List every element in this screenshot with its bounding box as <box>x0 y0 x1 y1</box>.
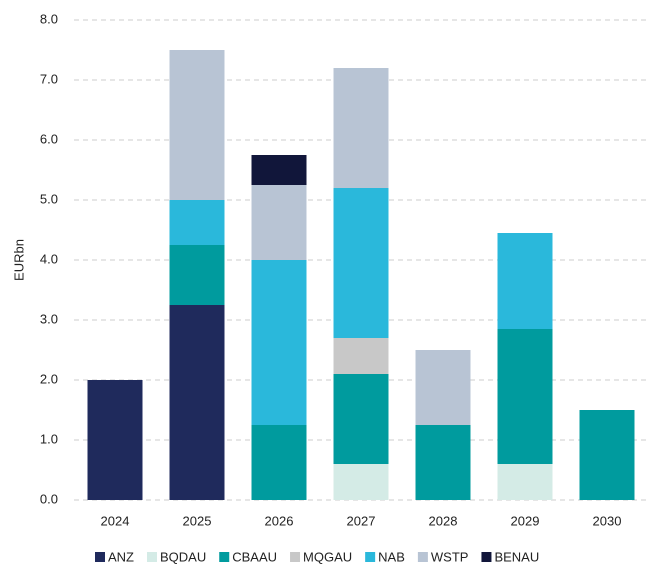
legend-swatch <box>219 552 230 562</box>
legend-swatch <box>365 552 376 562</box>
y-tick-label: 6.0 <box>40 131 58 146</box>
legend-label: BQDAU <box>160 549 206 564</box>
legend-swatch <box>417 552 428 562</box>
legend-label: CBAAU <box>232 549 277 564</box>
bar-segment <box>169 200 225 245</box>
bar-segment <box>87 380 143 500</box>
legend-swatch <box>481 552 492 562</box>
bar-segment <box>251 185 307 260</box>
y-tick-label: 2.0 <box>40 371 58 386</box>
bar-segment <box>169 245 225 305</box>
x-tick-label: 2028 <box>429 513 458 528</box>
legend-swatch <box>95 552 105 562</box>
y-tick-label: 8.0 <box>40 11 58 26</box>
bar-segment <box>497 233 553 329</box>
bar-segment <box>497 329 553 464</box>
bar-segment <box>333 464 389 500</box>
y-tick-label: 0.0 <box>40 491 58 506</box>
y-tick-label: 3.0 <box>40 311 58 326</box>
y-tick-label: 1.0 <box>40 431 58 446</box>
legend-swatch <box>290 552 301 562</box>
x-tick-label: 2024 <box>101 513 130 528</box>
legend-swatch <box>147 552 157 562</box>
bar-segment <box>497 464 553 500</box>
bar-segment <box>415 425 471 500</box>
x-tick-label: 2025 <box>183 513 212 528</box>
legend-label: BENAU <box>494 549 539 564</box>
bar-segment <box>333 188 389 338</box>
legend-label: ANZ <box>108 549 134 564</box>
legend-label: NAB <box>378 549 405 564</box>
bar-segment <box>251 425 307 500</box>
bar-segment <box>251 260 307 425</box>
x-tick-label: 2027 <box>347 513 376 528</box>
y-tick-label: 5.0 <box>40 191 58 206</box>
bar-segment <box>251 155 307 185</box>
bar-segment <box>333 338 389 374</box>
bar-segment <box>169 50 225 200</box>
x-tick-label: 2026 <box>265 513 294 528</box>
bar-segment <box>169 305 225 500</box>
bar-segment <box>333 68 389 188</box>
x-tick-label: 2030 <box>593 513 622 528</box>
y-tick-label: 7.0 <box>40 71 58 86</box>
x-tick-label: 2029 <box>511 513 540 528</box>
bar-segment <box>415 350 471 425</box>
legend-label: WSTP <box>431 549 469 564</box>
bar-segment <box>333 374 389 464</box>
y-axis-label: EURbn <box>11 239 26 281</box>
bar-segment <box>579 410 635 500</box>
legend-label: MQGAU <box>303 549 352 564</box>
y-tick-label: 4.0 <box>40 251 58 266</box>
